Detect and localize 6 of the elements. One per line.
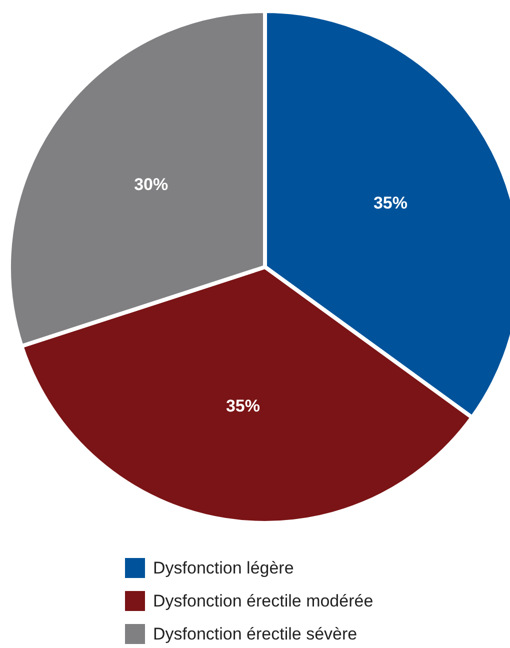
legend-label: Dysfonction légère [153,558,294,578]
legend-label: Dysfonction érectile sévère [153,624,358,644]
data-label: 30% [134,174,168,194]
data-label: 35% [373,194,408,213]
data-label: 35% [226,396,260,416]
legend-label: Dysfonction érectile modérée [153,592,374,610]
